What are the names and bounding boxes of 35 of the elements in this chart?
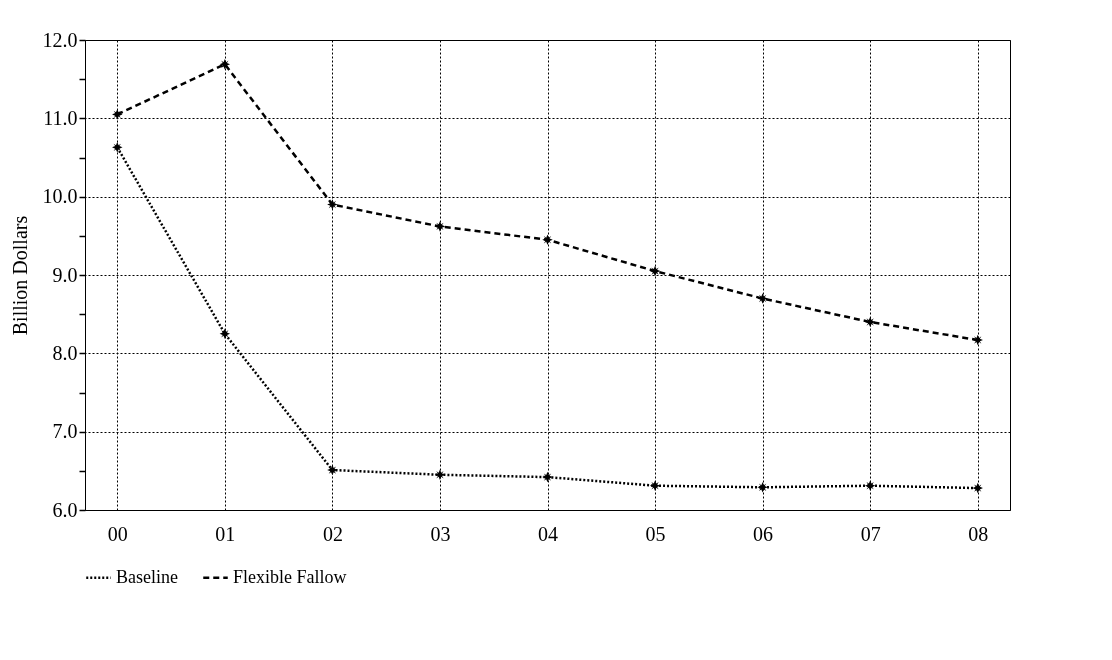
point [434,221,446,232]
legend-label: Flexible Fallow [233,566,347,587]
y-tick-label: 9.0 [52,263,78,286]
point [542,234,553,245]
point [972,334,983,346]
legend-label: Baseline [116,566,178,587]
y-tick-label: 8.0 [52,341,78,364]
point [757,293,768,304]
x-tick-label: 06 [753,522,774,545]
y-tick-label: 6.0 [52,498,78,521]
point [112,109,123,120]
y-tick-label: 7.0 [52,420,78,443]
y-tick-label: 10.0 [42,185,78,208]
y-axis-title: Billion Dollars [8,215,31,336]
point [327,199,338,210]
y-tick-label: 12.0 [42,28,78,51]
x-tick-label: 04 [538,522,558,545]
x-tick-label: 07 [860,522,881,545]
point [542,471,553,483]
x-tick-label: 03 [430,522,451,545]
x-tick-label: 08 [968,522,989,545]
point [649,265,661,277]
x-tick-label: 05 [645,522,666,545]
x-tick-label: 02 [322,522,343,545]
point [972,482,983,494]
y-tick-label: 11.0 [43,106,78,129]
point [757,482,768,493]
point [219,59,231,70]
x-tick-label: 01 [215,522,236,545]
x-tick-label: 00 [107,522,128,545]
point [864,316,876,328]
point [219,328,231,339]
point [649,480,661,491]
point [864,480,876,491]
point [112,142,123,153]
